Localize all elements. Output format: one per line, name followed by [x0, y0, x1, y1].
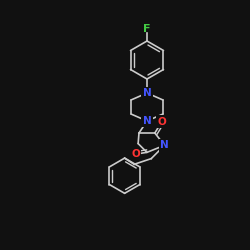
- Text: N: N: [142, 116, 152, 126]
- Text: F: F: [143, 24, 151, 34]
- Text: N: N: [142, 88, 152, 98]
- Text: O: O: [158, 116, 166, 126]
- Text: N: N: [160, 140, 169, 150]
- Text: O: O: [131, 149, 140, 159]
